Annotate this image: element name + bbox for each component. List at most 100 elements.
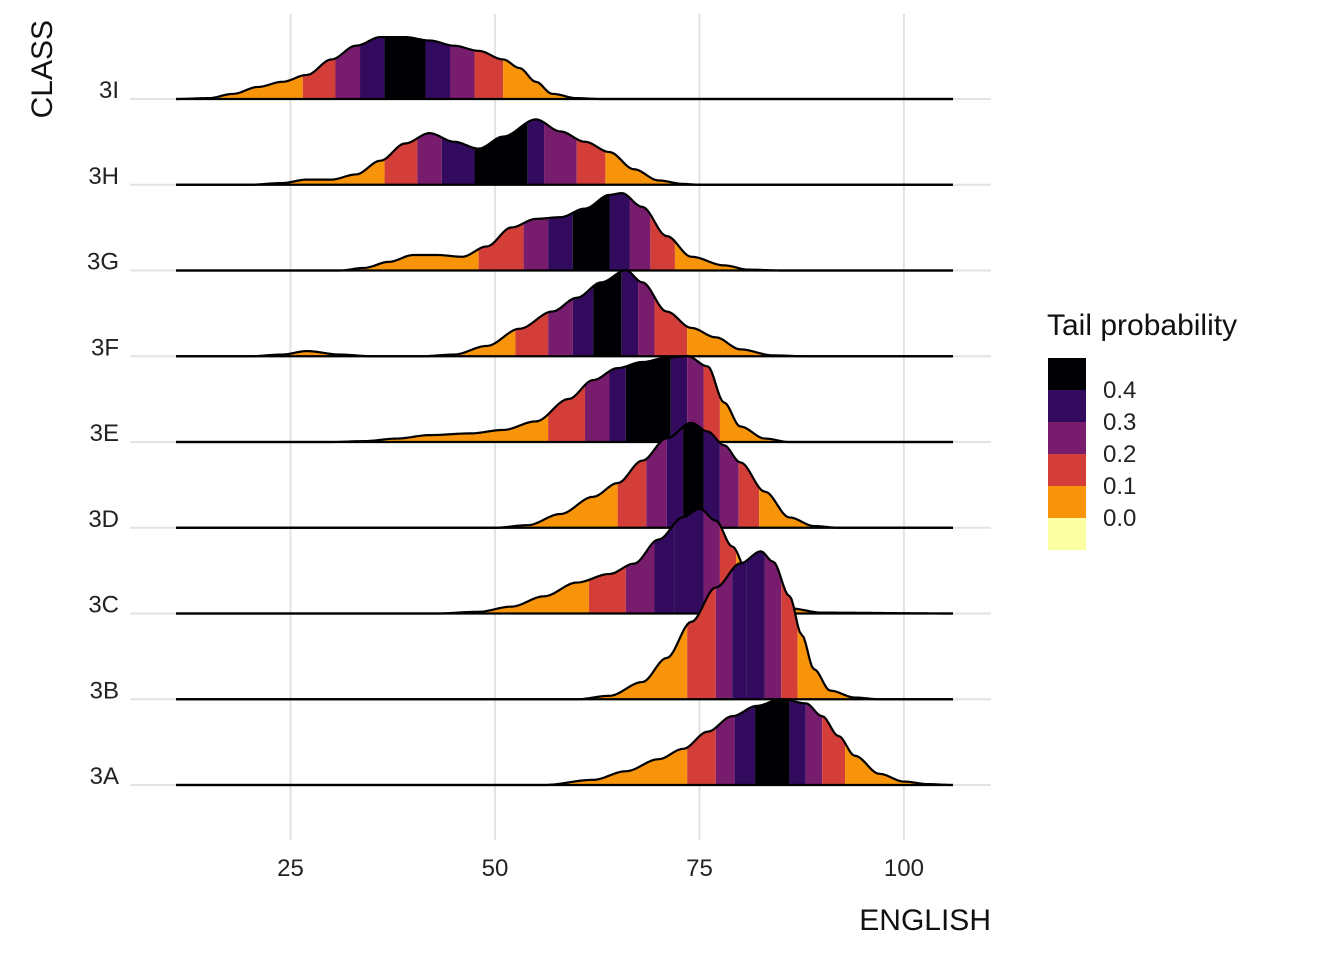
ridge-band <box>687 727 716 785</box>
ridge-band <box>797 624 953 700</box>
ridge-3H <box>176 118 953 186</box>
ridge-band <box>584 371 610 442</box>
ridge-band <box>384 138 418 185</box>
ridge-band <box>674 241 953 271</box>
ridge-band <box>609 193 630 271</box>
legend-swatch <box>1048 422 1086 454</box>
ridge-band <box>176 624 688 700</box>
y-tick-label: 3I <box>99 77 119 104</box>
ridge-band <box>687 356 704 442</box>
legend-title: Tail probability <box>1047 309 1237 342</box>
ridge-band <box>572 286 594 357</box>
ridge-band <box>605 151 953 185</box>
ridge-band <box>335 45 361 99</box>
ridge-band <box>360 37 385 99</box>
y-axis-title: CLASS <box>26 20 59 118</box>
ridge-band <box>621 270 639 357</box>
ridge-band <box>687 326 953 357</box>
ridge-3D <box>176 421 953 529</box>
ridge-band <box>845 742 953 785</box>
ridge-band <box>666 426 684 528</box>
x-tick-labels: 25 50 75 100 <box>277 855 924 882</box>
ridge-band <box>654 522 675 614</box>
ridge-band <box>384 37 426 99</box>
x-axis-title: ENGLISH <box>859 904 991 937</box>
ridge-band <box>176 483 618 528</box>
ridge-3I <box>175 35 953 101</box>
ridge-band <box>176 249 479 271</box>
ridge-band <box>176 159 385 185</box>
ridge-band <box>548 212 573 271</box>
y-tick-label: 3A <box>90 763 119 790</box>
ridge-band <box>302 58 336 99</box>
ridge-band <box>544 122 577 185</box>
ridge-3G <box>176 192 953 272</box>
ridge-band <box>759 487 953 528</box>
y-tick-label: 3G <box>87 249 119 276</box>
ridge-band <box>176 75 303 99</box>
y-tick-label: 3H <box>88 163 119 190</box>
ridge-band <box>715 569 733 700</box>
ridge-band <box>176 747 688 785</box>
y-tick-label: 3D <box>88 506 119 533</box>
ridge-band <box>738 461 760 528</box>
ridge-band <box>732 560 747 700</box>
ridge-band <box>638 280 655 357</box>
ridge-3E <box>176 354 953 444</box>
legend-label: 0.4 <box>1103 377 1136 404</box>
ridge-band <box>503 59 953 99</box>
legend-label: 0.1 <box>1103 473 1136 500</box>
x-tick-label: 100 <box>884 855 924 882</box>
legend-label: 0.3 <box>1103 409 1136 436</box>
ridge-band <box>646 438 667 528</box>
ridge-band <box>572 194 610 271</box>
ridge-band <box>805 703 823 785</box>
ridge-band <box>715 715 735 785</box>
ridge-band <box>417 133 442 185</box>
ridge-band <box>576 139 606 185</box>
ridge-band <box>548 298 573 357</box>
y-tick-label: 3C <box>88 592 119 619</box>
ridge-band <box>441 137 475 185</box>
legend: Tail probability 0.4 0.3 0.2 0.1 0.0 <box>1047 309 1237 550</box>
ridge-band <box>734 706 756 785</box>
ridge-3B <box>176 550 953 701</box>
x-tick-label: 25 <box>277 855 304 882</box>
legend-swatch <box>1048 390 1086 422</box>
legend-swatch <box>1048 486 1086 518</box>
ridge-band <box>589 566 626 614</box>
ridge-band <box>474 50 504 99</box>
ridge-band <box>755 699 790 785</box>
ridge-band <box>670 356 688 442</box>
y-tick-labels: 3A 3B 3C 3D 3E 3F 3G 3H 3I <box>87 77 119 790</box>
ridge-3F <box>176 269 953 358</box>
ridge-band <box>719 396 953 442</box>
ridge-backing <box>176 551 953 700</box>
y-tick-label: 3E <box>90 420 119 447</box>
ridge-band <box>822 716 846 785</box>
ridge-band <box>176 579 590 614</box>
ridge-band <box>548 384 585 442</box>
x-tick-label: 75 <box>686 855 713 882</box>
ridge-band <box>719 443 739 528</box>
legend-swatch <box>1048 518 1086 550</box>
ridge-band <box>629 197 651 271</box>
legend-label: 0.0 <box>1103 505 1136 532</box>
ridges <box>175 35 954 787</box>
ridge-band <box>683 422 704 528</box>
ridge-3A <box>176 697 954 787</box>
ridge-band <box>703 430 720 528</box>
ridge-band <box>515 312 549 357</box>
y-tick-label: 3F <box>91 334 119 361</box>
ridge-band <box>654 296 688 357</box>
ridge-band <box>746 551 765 700</box>
ridge-band <box>650 214 675 271</box>
ridge-band <box>176 414 549 442</box>
ridge-band <box>617 459 647 528</box>
ridge-band <box>789 700 806 785</box>
ridge-band <box>625 357 671 442</box>
legend-swatch <box>1048 358 1086 390</box>
ridge-band <box>687 587 716 700</box>
legend-swatch <box>1048 454 1086 486</box>
